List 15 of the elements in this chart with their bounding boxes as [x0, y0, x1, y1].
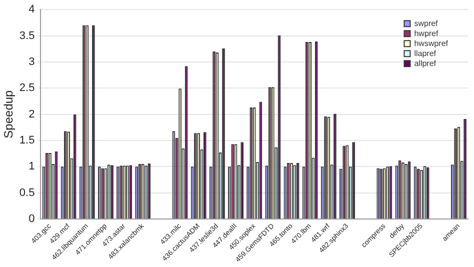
legend-label: hwpref: [414, 28, 439, 38]
legend-label: allpref: [414, 58, 437, 68]
y-axis-title: Speedup: [2, 90, 16, 138]
y-tick-label: 3.5: [19, 30, 35, 42]
legend-label: hwswpref: [414, 38, 449, 48]
y-tick-label: 2: [28, 108, 35, 120]
y-tick-label: 4: [28, 4, 35, 16]
y-tick-label: 0.5: [19, 186, 35, 199]
y-tick-label: 0: [28, 213, 35, 226]
y-tick-label: 1.5: [19, 134, 35, 147]
y-tick-label: 3: [28, 56, 35, 68]
y-tick-label: 1: [28, 160, 35, 173]
y-tick-label: 2.5: [19, 82, 35, 94]
legend-label: llapref: [414, 48, 437, 58]
legend-label: swpref: [414, 18, 439, 28]
